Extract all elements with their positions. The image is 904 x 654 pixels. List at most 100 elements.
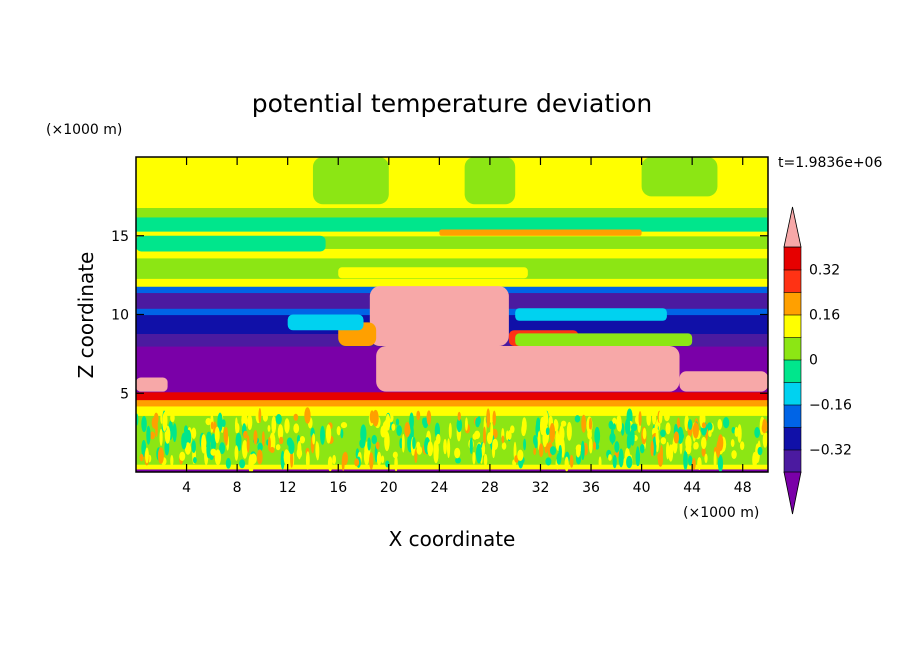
y-axis-ticks: 5 10 15 — [111, 229, 768, 402]
heatmap-cell — [734, 426, 739, 437]
heatmap-cell — [280, 450, 285, 470]
heatmap-cell — [501, 435, 505, 444]
heatmap-cell — [214, 449, 222, 466]
heatmap-cell — [464, 417, 468, 431]
heatmap-cell — [464, 157, 516, 205]
heatmap-cell — [624, 418, 631, 435]
heatmap-cell — [553, 419, 558, 426]
heatmap-cell — [566, 421, 572, 441]
heatmap-cell — [380, 455, 385, 464]
heatmap-cell — [697, 457, 702, 471]
heatmap-cell — [369, 286, 509, 346]
heatmap-cell — [592, 441, 597, 451]
x-tick-label: 32 — [532, 480, 550, 496]
heatmap-cell — [404, 422, 411, 438]
heatmap-cell — [325, 424, 332, 444]
heatmap-cell — [416, 410, 421, 421]
colorbar: 0.32 0.16 0 −0.16 −0.32 — [783, 206, 852, 515]
heatmap-cell — [210, 448, 217, 456]
chart-title: potential temperature deviation — [252, 89, 652, 118]
colorbar-swatch — [783, 404, 802, 428]
heatmap-cell — [141, 416, 147, 433]
heatmap-cell — [594, 426, 601, 446]
colorbar-swatch — [783, 449, 802, 473]
colorbar-swatch — [783, 426, 802, 451]
heatmap-cell — [588, 417, 593, 431]
heatmap-cell — [614, 441, 620, 453]
heatmap-cell — [752, 451, 758, 469]
heatmap-cell — [457, 411, 461, 421]
heatmap-cell — [278, 436, 284, 445]
heatmap-cell — [650, 440, 654, 457]
heatmap-cell — [761, 422, 768, 434]
heatmap-cell — [739, 441, 745, 451]
heatmap-cell — [535, 417, 541, 432]
heatmap-cell — [155, 419, 158, 437]
heatmap-cells — [136, 157, 768, 472]
heatmap-cell — [448, 422, 452, 440]
colorbar-swatch — [783, 314, 802, 338]
heatmap-cell — [136, 377, 168, 392]
heatmap-cell — [153, 412, 159, 425]
heatmap-cell — [241, 412, 248, 429]
colorbar-swatch — [783, 336, 802, 361]
heatmap-cell — [569, 454, 574, 468]
heatmap-cell — [257, 442, 263, 452]
heatmap-cell — [371, 434, 378, 445]
heatmap-cell — [193, 456, 197, 464]
heatmap-cell — [267, 436, 271, 452]
heatmap-cell — [261, 431, 265, 447]
heatmap-cell — [474, 430, 481, 440]
y-axis-label: Z coordinate — [74, 252, 98, 379]
heatmap-cell — [163, 411, 168, 430]
heatmap-cell — [184, 442, 192, 455]
y-tick-label: 15 — [111, 229, 129, 245]
heatmap-band — [136, 399, 768, 407]
heatmap-cell — [701, 422, 706, 429]
colorbar-tick-label: −0.32 — [809, 443, 852, 459]
heatmap-cell — [646, 410, 652, 426]
heatmap-cell — [256, 449, 263, 465]
heatmap-cell — [641, 157, 718, 197]
heatmap-cell — [159, 428, 163, 447]
heatmap-cell — [598, 456, 602, 470]
y-tick-label: 10 — [111, 308, 129, 324]
heatmap-cell — [704, 453, 708, 464]
heatmap-cell — [312, 157, 389, 205]
heatmap-cell — [713, 451, 717, 470]
x-tick-label: 36 — [582, 480, 600, 496]
heatmap-cell — [533, 447, 537, 456]
heatmap-cell — [469, 437, 473, 454]
heatmap-cell — [210, 421, 214, 430]
heatmap-cell — [234, 445, 239, 461]
x-unit-label: (×1000 m) — [683, 505, 759, 521]
heatmap-cell — [483, 426, 487, 447]
heatmap-cell — [217, 412, 223, 432]
heatmap-cell — [412, 436, 416, 450]
heatmap-cell — [587, 428, 592, 440]
heatmap-cell — [670, 443, 678, 451]
heatmap-band — [136, 468, 768, 472]
heatmap-cell — [439, 229, 642, 236]
heatmap-cell — [717, 455, 724, 472]
heatmap-cell — [225, 457, 231, 469]
heatmap-cell — [492, 410, 497, 426]
heatmap-cell — [716, 440, 721, 458]
heatmap-cell — [608, 454, 612, 461]
colorbar-swatch — [783, 291, 802, 316]
heatmap-cell — [618, 448, 624, 468]
heatmap-cell — [315, 441, 319, 458]
heatmap-cell — [595, 443, 600, 450]
heatmap-cell — [472, 451, 476, 465]
heatmap-cell — [455, 457, 461, 464]
heatmap-band — [136, 248, 768, 259]
heatmap-cell — [219, 442, 226, 455]
heatmap-cell — [581, 414, 587, 433]
colorbar-tick-label: 0.32 — [809, 263, 840, 279]
colorbar-swatch — [783, 381, 802, 406]
heatmap-cell — [235, 432, 242, 449]
heatmap-cell — [384, 431, 390, 452]
heatmap-cell — [505, 430, 509, 441]
heatmap-cell — [340, 428, 344, 439]
heatmap-cell — [170, 454, 174, 467]
